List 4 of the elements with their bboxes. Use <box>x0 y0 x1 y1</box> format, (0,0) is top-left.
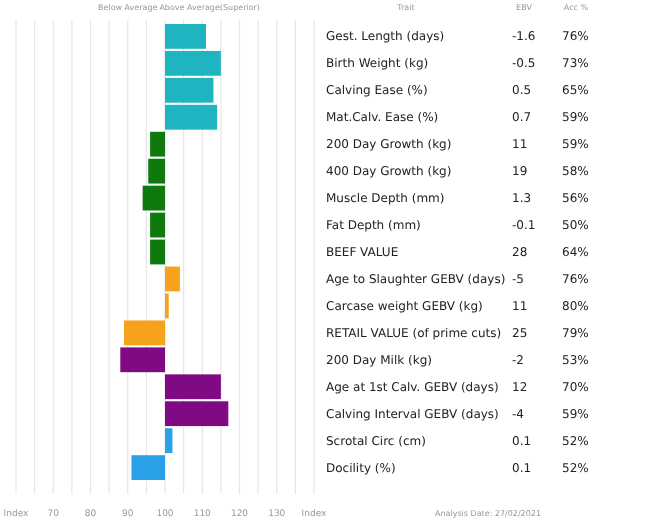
bar <box>131 455 165 480</box>
bar <box>165 428 173 454</box>
bar <box>120 347 165 373</box>
bar <box>124 320 165 346</box>
